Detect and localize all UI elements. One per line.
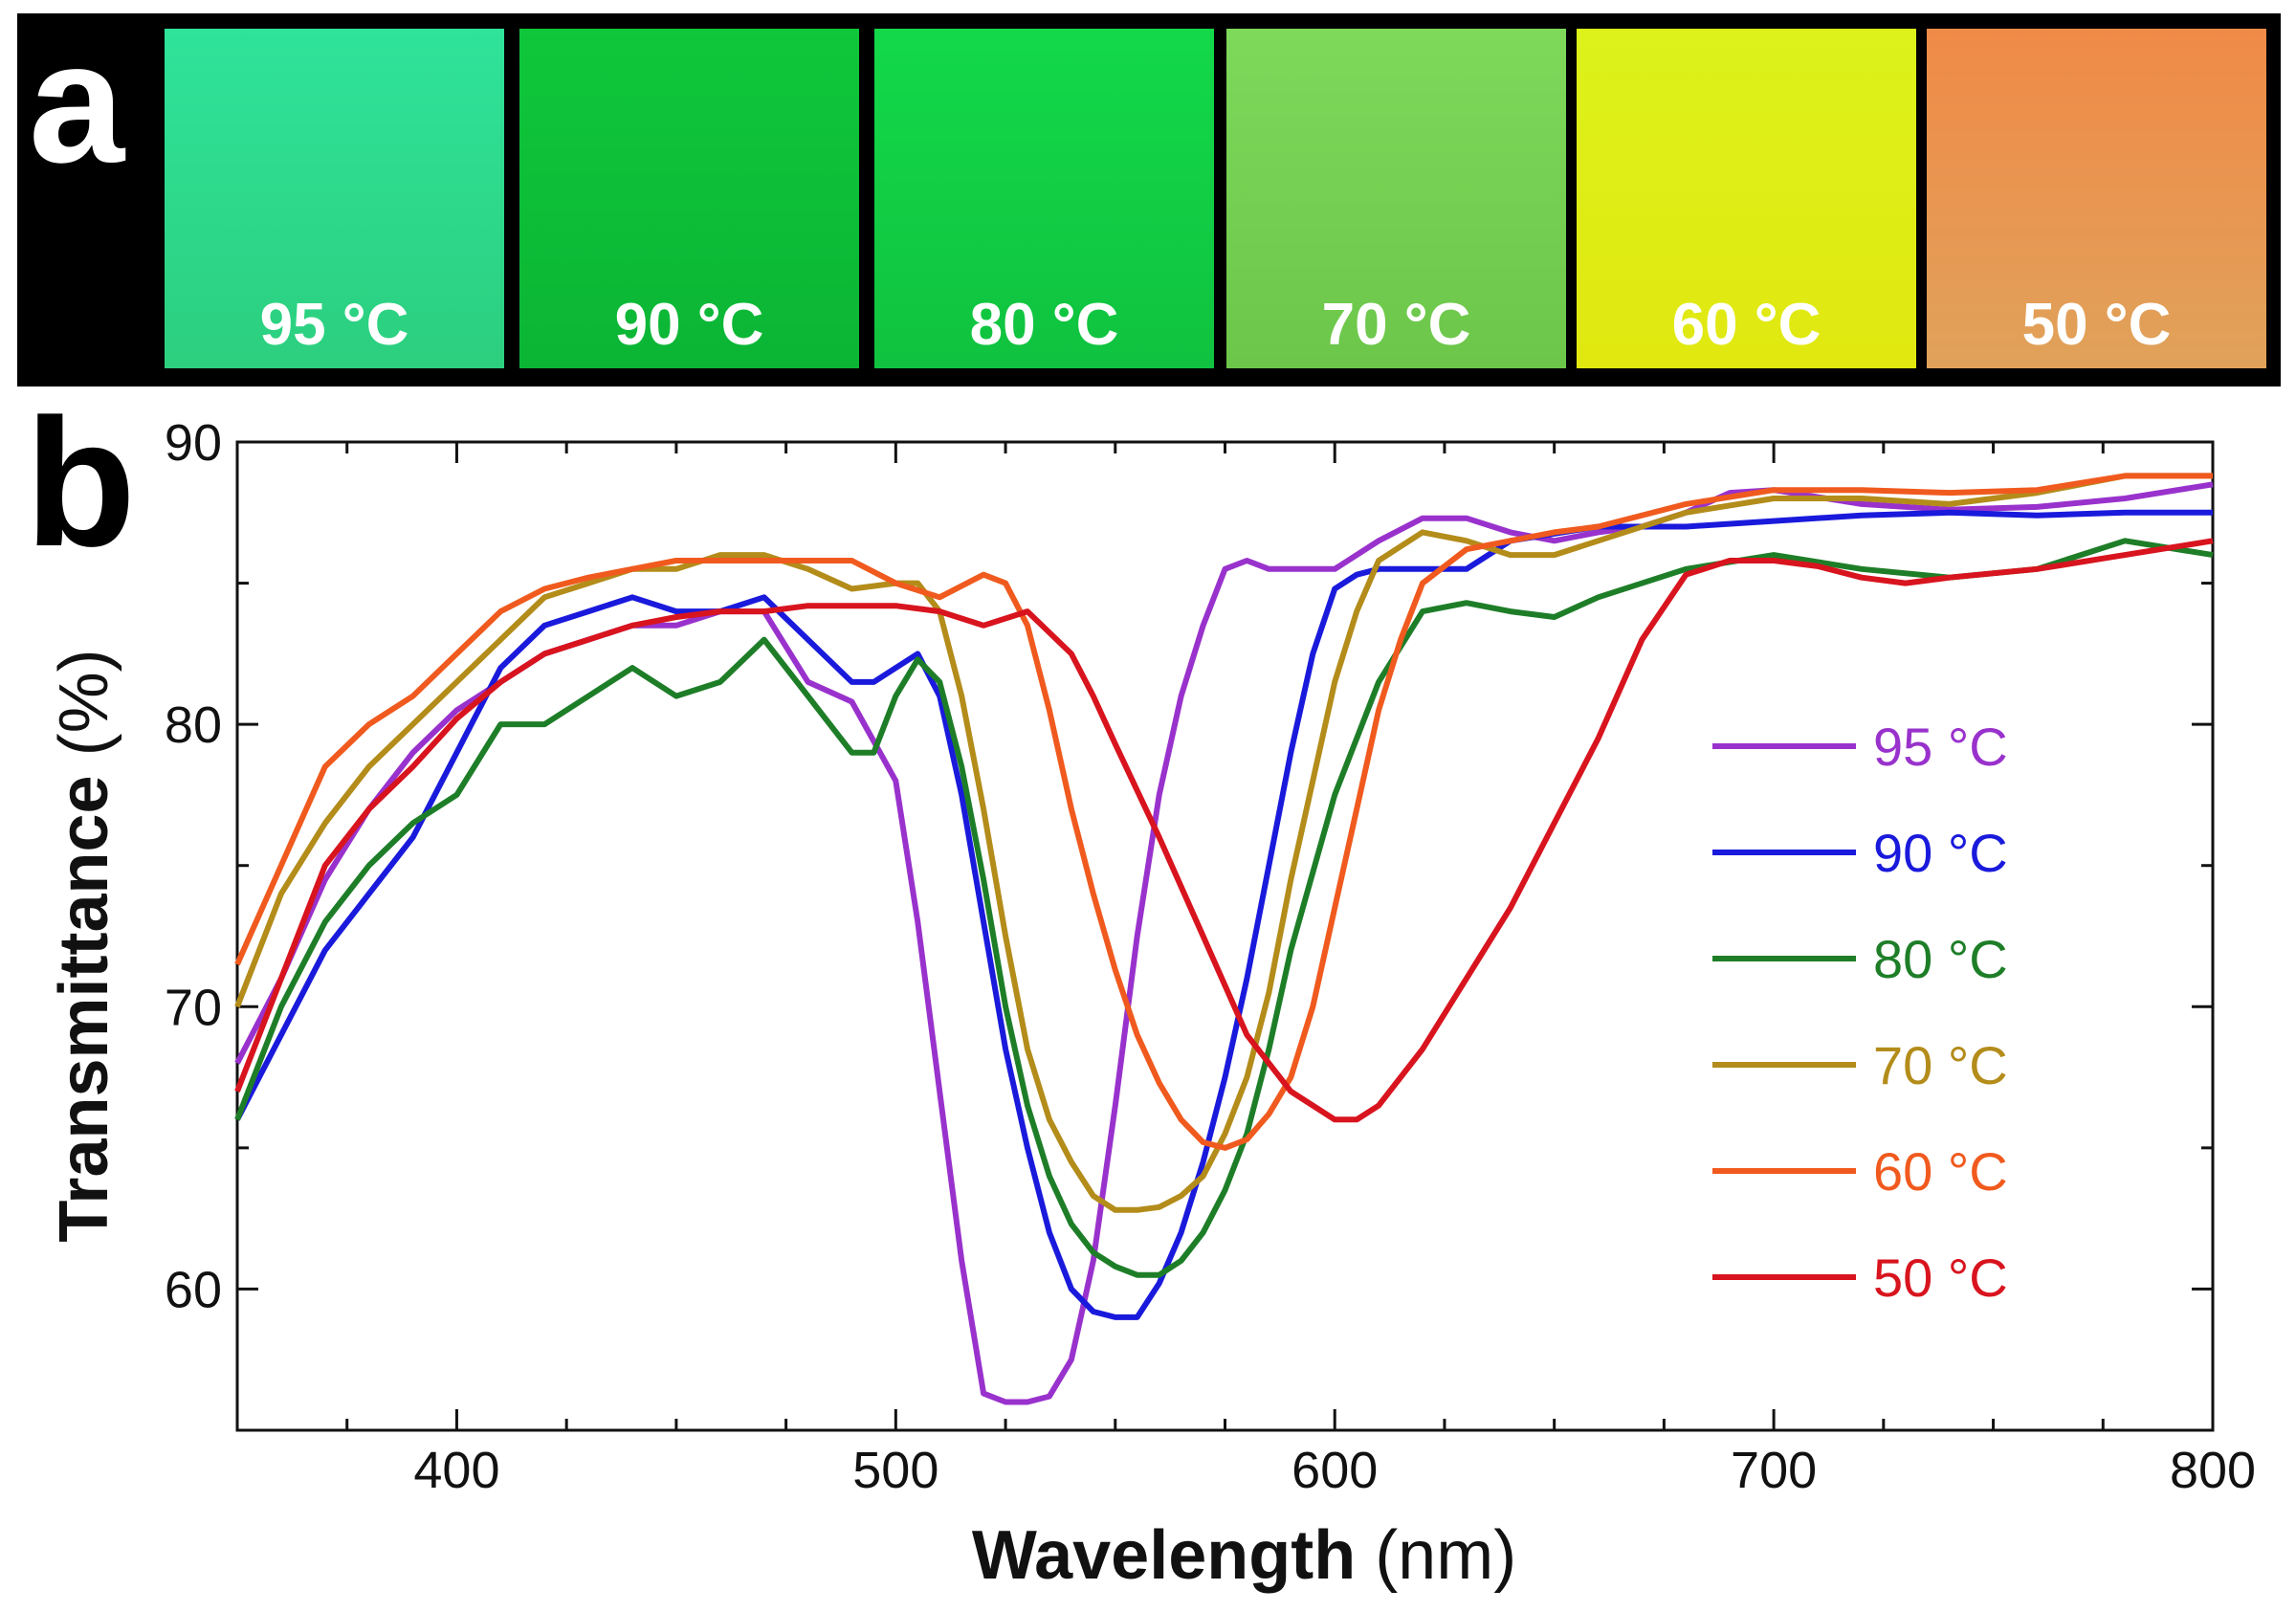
color-swatch: 50 °C	[1927, 29, 2266, 368]
panel-b-label: b	[25, 382, 137, 585]
swatch-temperature-label: 50 °C	[2021, 292, 2172, 358]
series-line	[234, 538, 2214, 1278]
series-line	[234, 473, 2213, 1213]
panel-a-label: a	[29, 7, 125, 199]
y-tick-label: 70	[165, 979, 222, 1036]
legend-label: 50 °C	[1873, 1248, 2008, 1308]
x-axis-title: Wavelength (nm)	[972, 1517, 1516, 1594]
y-tick-label: 60	[165, 1261, 222, 1318]
swatch-temperature-label: 70 °C	[1321, 292, 1471, 358]
y-tick-label: 80	[165, 696, 222, 754]
legend-label: 70 °C	[1873, 1035, 2008, 1095]
series-line	[234, 473, 2213, 1151]
color-swatch: 95 °C	[165, 29, 504, 368]
legend-label: 90 °C	[1873, 823, 2008, 883]
legend-label: 60 °C	[1873, 1141, 2008, 1202]
x-tick-label: 800	[2170, 1442, 2256, 1499]
legend-label: 95 °C	[1873, 717, 2008, 777]
swatch-temperature-label: 60 °C	[1671, 292, 1821, 358]
color-swatch: 60 °C	[1577, 29, 1916, 368]
x-tick-label: 500	[852, 1442, 938, 1499]
y-axis-title: Transmittance (%)	[46, 649, 122, 1242]
swatch-temperature-label: 95 °C	[259, 292, 409, 358]
swatch-temperature-label: 90 °C	[614, 292, 764, 358]
swatch-temperature-label: 80 °C	[969, 292, 1119, 358]
x-tick-label: 700	[1731, 1442, 1817, 1499]
x-tick-label: 600	[1292, 1442, 1378, 1499]
color-swatch: 90 °C	[519, 29, 859, 368]
legend-label: 80 °C	[1873, 929, 2008, 989]
series-line	[234, 538, 2214, 1123]
color-swatch: 80 °C	[874, 29, 1214, 368]
series-line	[234, 509, 2213, 1320]
x-tick-label: 400	[413, 1442, 499, 1499]
color-swatch: 70 °C	[1226, 29, 1566, 368]
y-tick-label: 90	[165, 414, 222, 472]
